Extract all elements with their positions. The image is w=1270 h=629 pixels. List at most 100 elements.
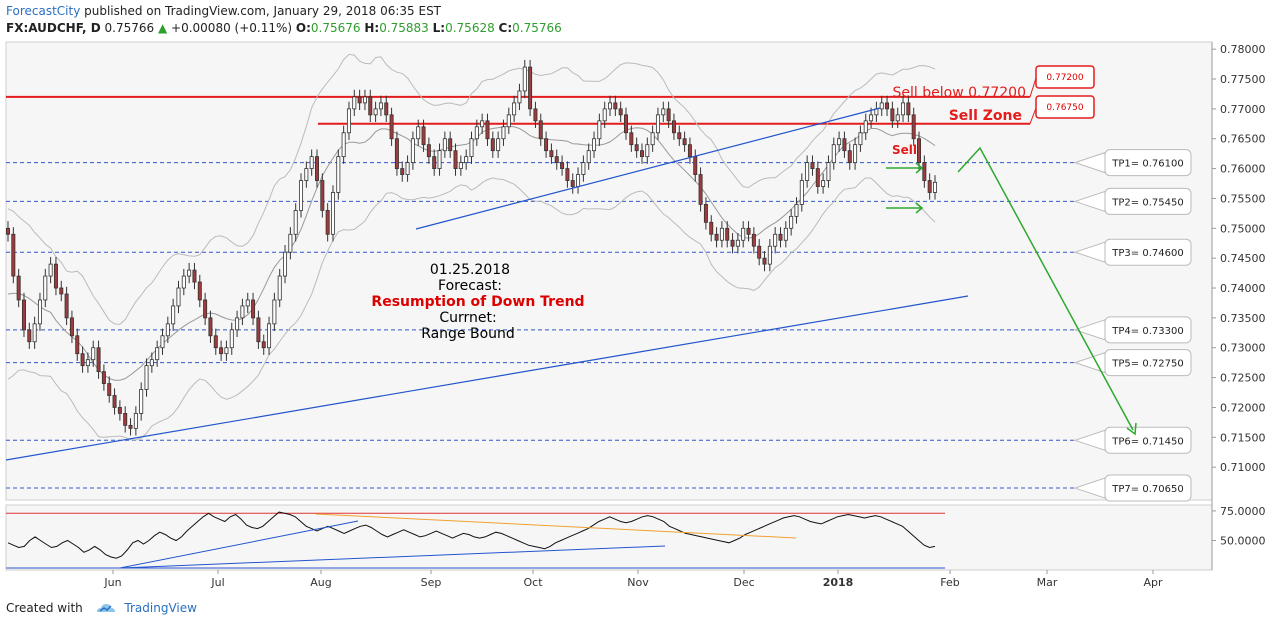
resistance-pointer [1029, 107, 1037, 124]
channel-trend-line [415, 107, 881, 230]
x-tick-label: Mar [1037, 576, 1058, 589]
candle-body [32, 323, 37, 343]
candle-body [400, 168, 405, 175]
y-tick-label: 0.73000 [1220, 342, 1266, 355]
candle-body [80, 353, 85, 367]
candle-body [59, 287, 64, 295]
candle-body [869, 114, 874, 122]
x-tick-label: Dec [733, 576, 754, 589]
candle-body [171, 305, 176, 325]
rsi-trend-up [119, 520, 359, 569]
candle-body [133, 413, 138, 429]
y-tick-label: 0.74500 [1220, 252, 1266, 265]
candle-body [416, 126, 421, 140]
candle-body [330, 192, 335, 235]
candle-body [197, 281, 202, 301]
y-tick-label: 0.76500 [1220, 133, 1266, 146]
target-box [1104, 316, 1192, 344]
candle-body [890, 108, 895, 122]
candle-body [144, 365, 149, 390]
candle-body [458, 162, 463, 169]
candle-body [544, 138, 549, 152]
candle-body [863, 120, 868, 134]
candle-body [155, 347, 160, 361]
candle-body [85, 359, 90, 367]
price-chart[interactable]: 0.78000 0.77500 0.77000 0.76500 0.76000 0.755… [0, 0, 1270, 600]
candle-body [565, 168, 570, 181]
target-box [1104, 474, 1192, 502]
candle-body [187, 269, 192, 277]
candle-body [320, 180, 325, 211]
candle-body [16, 275, 21, 301]
candle-body [501, 126, 506, 140]
y-tick-label: 0.75000 [1220, 222, 1266, 235]
candle-body [741, 227, 746, 241]
candle-body [64, 293, 69, 319]
forecast-arrow-line [957, 146, 1134, 431]
y-tick-label: 0.78000 [1220, 43, 1266, 56]
chart-header: ForecastCity published on TradingView.co… [6, 3, 1246, 41]
y-tick-label: 0.76000 [1220, 163, 1266, 176]
high-value: 0.75883 [379, 21, 429, 35]
rsi-pane [5, 504, 1213, 571]
candle-body [597, 120, 602, 140]
open-label: O: [295, 21, 311, 35]
y-tick-label: 0.72500 [1220, 372, 1266, 385]
price-change: +0.00080 (+0.11%) [171, 21, 293, 35]
candle-body [389, 114, 394, 140]
support-trend-line [5, 295, 969, 461]
target-box [1104, 238, 1192, 266]
target-label: TP3= 0.74600 [1111, 248, 1183, 259]
candle-body [917, 138, 922, 164]
candle-body [362, 96, 367, 104]
symbol-name: FX:AUDCHF, D [6, 21, 101, 35]
candle-body [421, 126, 426, 146]
candle-body [474, 126, 479, 140]
y-tick-label: 0.77500 [1220, 73, 1266, 86]
candle-body [448, 138, 453, 152]
x-tick-label: Oct [523, 576, 543, 589]
candle-body [437, 150, 442, 169]
candle-body [528, 66, 533, 110]
candle-body [432, 156, 437, 169]
candle-body [608, 102, 613, 110]
rsi-tick-label: 50.0000 [1220, 534, 1266, 547]
candle-body [240, 305, 245, 319]
target-box [1104, 187, 1192, 215]
symbol-line: FX:AUDCHF, D 0.75766 ▲ +0.00080 (+0.11%)… [6, 20, 1246, 37]
x-tick-label: Jul [210, 576, 224, 589]
y-tick-label: 0.77000 [1220, 103, 1266, 116]
candle-body [911, 114, 916, 140]
target-label: TP4= 0.73300 [1111, 326, 1183, 337]
candle-body [698, 174, 703, 205]
candle-body [853, 144, 858, 164]
candle-body [288, 233, 293, 253]
candle-body [847, 150, 852, 164]
author-link[interactable]: ForecastCity [6, 4, 81, 18]
rsi-trend-down [315, 513, 797, 539]
candle-body [613, 102, 618, 110]
candle-body [410, 138, 415, 164]
candle-body [352, 96, 357, 110]
candle-body [671, 120, 676, 134]
x-tick-label: Jun [103, 576, 121, 589]
target-label: TP1= 0.76100 [1111, 159, 1183, 170]
tradingview-link[interactable]: TradingView [124, 601, 197, 615]
candle-body [469, 138, 474, 158]
candle-body [506, 114, 511, 128]
candle-body [703, 204, 708, 223]
candle-body [325, 209, 330, 235]
candle-body [261, 341, 266, 349]
price-pane [5, 41, 1213, 501]
candle-body [203, 299, 208, 319]
forecast-value: Resumption of Down Trend [371, 294, 584, 310]
candle-body [378, 102, 383, 110]
resistance-box [1035, 95, 1095, 119]
candle-body [160, 335, 165, 349]
candle-body [272, 299, 277, 325]
candle-body [128, 424, 133, 429]
candle-body [538, 120, 543, 140]
candle-body [245, 299, 250, 307]
candle-body [730, 239, 735, 247]
target-box [1104, 149, 1192, 177]
